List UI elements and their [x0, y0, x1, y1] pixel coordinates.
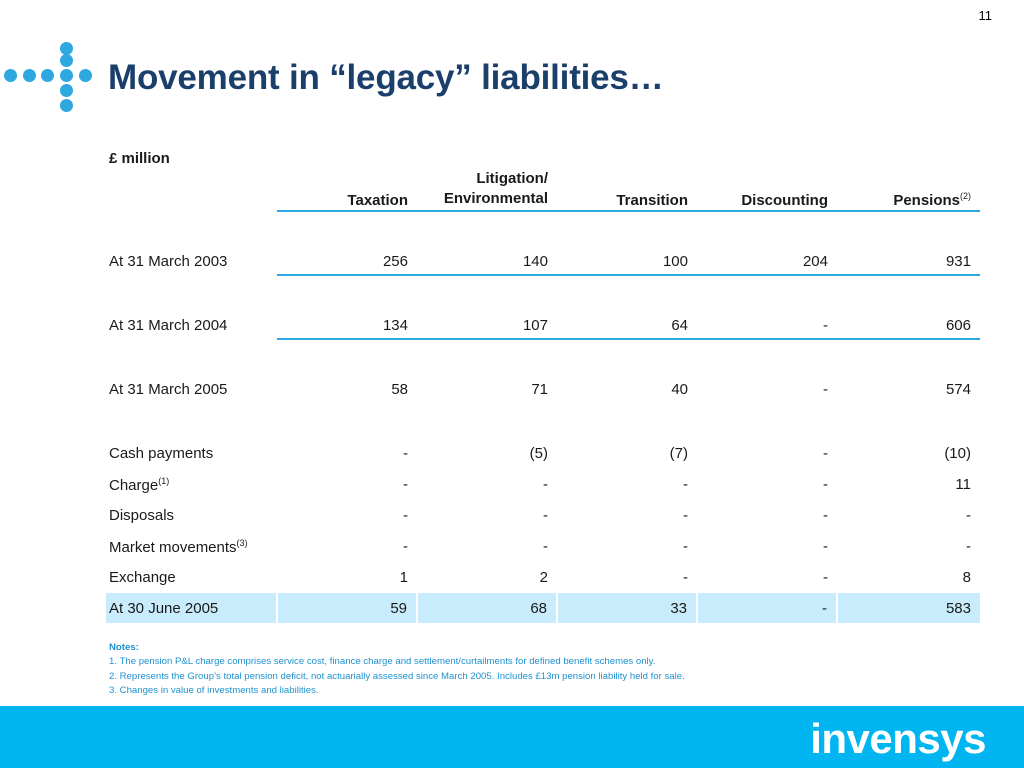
slide-title: Movement in “legacy” liabilities… [108, 58, 664, 97]
page-number: 11 [978, 8, 993, 23]
table-row: At 31 March 2005 58 71 40 - 574 [106, 376, 980, 402]
row-label: Cash payments [106, 438, 277, 469]
table-cell: - [683, 507, 688, 524]
header-discounting: Discounting [697, 148, 837, 212]
table-row: Charge(1) - - - - 11 [106, 469, 980, 500]
header-taxation: Taxation [277, 148, 417, 212]
table-cell: 931 [837, 248, 980, 276]
table-cell: - [683, 538, 688, 555]
table-cell: - [683, 476, 688, 493]
table-cell: - [823, 445, 828, 462]
header-litigation: Litigation/ Environmental [417, 148, 557, 212]
invensys-logo: invensys [810, 715, 986, 762]
table-cell: 59 [276, 593, 417, 623]
table-cell: 107 [417, 312, 557, 340]
table-row: Exchange 1 2 - - 8 [106, 562, 980, 593]
header-pensions: Pensions(2) [837, 148, 980, 212]
row-label-text: Disposals [109, 507, 175, 524]
row-label-text: Exchange [109, 569, 176, 586]
table-cell: 68 [416, 593, 557, 623]
row-label: At 30 June 2005 [106, 593, 277, 623]
row-label: At 31 March 2005 [106, 376, 277, 402]
notes: Notes: 1. The pension P&L charge compris… [109, 641, 685, 699]
row-label-text: Market movements [109, 538, 237, 556]
table-cell: 11 [955, 476, 971, 493]
table-cell: - [403, 507, 408, 524]
row-label-text: At 30 June 2005 [109, 599, 219, 617]
table-cell: 2 [539, 569, 548, 586]
table-cell: - [543, 507, 548, 524]
footnote-marker: (3) [236, 537, 248, 548]
row-label-text: At 31 March 2004 [109, 317, 228, 334]
row-label-text: Cash payments [109, 445, 214, 462]
table-cell: 134 [277, 312, 417, 340]
table-cell: 256 [277, 248, 417, 276]
table-cell: - [543, 538, 548, 555]
table-cell: 33 [556, 593, 697, 623]
unit-label: £ million [109, 150, 170, 167]
row-label: At 31 March 2004 [106, 312, 277, 339]
table-cell: 71 [531, 380, 548, 398]
row-label: Charge(1) [106, 469, 277, 500]
note-item: 3. Changes in value of investments and l… [109, 685, 319, 697]
table-cell: 606 [837, 312, 980, 340]
table-cell: - [823, 538, 828, 555]
row-label: Exchange [106, 562, 277, 593]
header-transition: Transition [557, 148, 697, 212]
table-row: At 31 March 2003 256 140 100 204 931 [106, 248, 980, 276]
row-label-text: Charge [109, 476, 159, 494]
table-cell: 8 [962, 569, 971, 586]
table-cell: - [823, 507, 828, 524]
table-cell: - [543, 476, 548, 493]
table-cell: 1 [399, 569, 408, 586]
table-cell: 40 [671, 380, 688, 398]
table-header-row: £ million Taxation Litigation/ Environme… [106, 148, 980, 212]
dots-logo-icon [4, 42, 96, 114]
table-row: Cash payments - (5) (7) - (10) [106, 438, 980, 469]
table-cell: - [403, 476, 408, 493]
table-cell: - [823, 476, 828, 493]
note-item: 1. The pension P&L charge comprises serv… [109, 656, 656, 668]
table-cell: - [403, 538, 408, 555]
notes-heading: Notes: [109, 642, 139, 653]
table-cell: - [823, 380, 828, 398]
table-cell: 100 [557, 248, 697, 276]
legacy-liabilities-table: £ million Taxation Litigation/ Environme… [106, 148, 980, 623]
note-item: 2. Represents the Group’s total pension … [109, 670, 685, 682]
total-row: At 30 June 2005 59 68 33-583 [106, 593, 980, 623]
table-cell: (10) [944, 445, 971, 462]
footnote-marker: (2) [960, 191, 971, 201]
header-pensions-label: Pensions [893, 192, 960, 209]
table-row: Market movements(3) - - - - - [106, 531, 980, 562]
table-cell: (5) [529, 445, 548, 462]
table-cell: 58 [391, 380, 408, 398]
table-body: At 31 March 2003 256 140 100 204 931 At 31 Mar… [106, 248, 980, 623]
table-cell: - [683, 569, 688, 586]
table-cell: - [966, 538, 971, 555]
row-label-text: At 31 March 2005 [109, 380, 228, 398]
table-row: At 31 March 2004 134 107 64-606 [106, 312, 980, 340]
footer-bar: invensys [0, 706, 1024, 768]
table-cell: 140 [417, 248, 557, 276]
table-cell: 204 [697, 248, 837, 276]
footnote-marker: (1) [158, 475, 170, 486]
row-label: Market movements(3) [106, 531, 277, 562]
table-cell: - [823, 569, 828, 586]
table-row: Disposals - - - - - [106, 500, 980, 531]
table-cell: (7) [669, 445, 688, 462]
table-cell: 64 [557, 312, 697, 340]
table-cell: 583 [836, 593, 980, 623]
table-cell: - [403, 445, 408, 462]
table-cell: - [697, 312, 837, 340]
table-cell: - [696, 593, 837, 623]
table-cell: - [966, 507, 971, 524]
row-label: At 31 March 2003 [106, 248, 277, 275]
row-label-text: At 31 March 2003 [109, 253, 228, 270]
table-cell: 574 [945, 380, 971, 398]
row-label: Disposals [106, 500, 277, 531]
